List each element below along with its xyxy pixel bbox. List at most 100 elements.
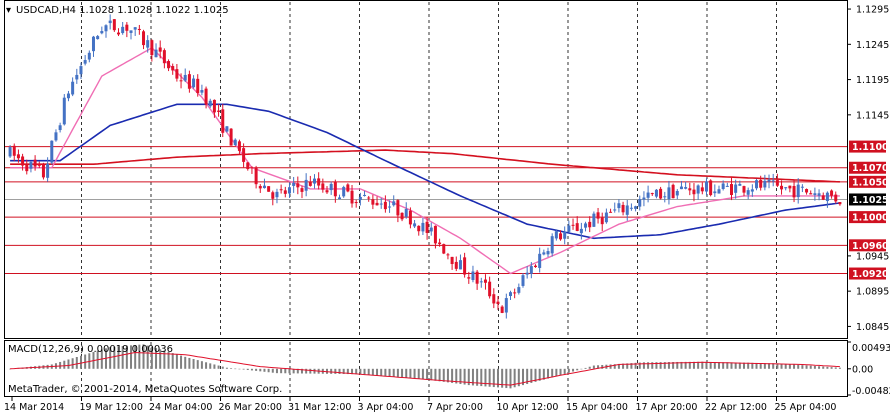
price-level-label: 1.1050 [852, 177, 889, 188]
candle [805, 188, 809, 195]
candle-body [87, 52, 91, 60]
macd-bar [84, 354, 87, 369]
macd-bar [572, 368, 575, 372]
candle-body [704, 181, 708, 192]
candle-body [446, 254, 450, 256]
candle [763, 174, 767, 191]
candle [292, 176, 296, 193]
candle-body [621, 204, 625, 213]
candle [179, 73, 183, 89]
macd-bar [263, 368, 266, 372]
candle [400, 212, 404, 222]
macd-bar [401, 368, 404, 378]
candle [112, 19, 116, 32]
macd-bar [630, 363, 633, 369]
candle [204, 86, 208, 109]
candle [275, 188, 279, 204]
candle-body [550, 236, 554, 254]
macd-bar [692, 361, 695, 369]
macd-bar [225, 367, 228, 369]
candle-body [713, 191, 717, 194]
candle [225, 126, 229, 133]
candle [550, 233, 554, 257]
macd-bar [501, 368, 504, 388]
candle [208, 98, 212, 108]
macd-bar [405, 368, 408, 378]
candle-body [821, 195, 825, 200]
candle-body [62, 97, 66, 125]
macd-bar [300, 368, 303, 374]
candle [75, 68, 79, 84]
candle-body [546, 251, 550, 255]
macd-bar [655, 362, 658, 369]
macd-bar [676, 361, 679, 369]
macd-bar [259, 368, 262, 372]
price-level-label: 1.0960 [852, 241, 889, 252]
candle [254, 165, 258, 189]
macd-bar [338, 368, 341, 374]
candle [250, 166, 254, 174]
macd-bar [622, 363, 625, 369]
candle [759, 175, 763, 191]
candle-body [763, 180, 767, 188]
chart-menu-arrow-icon[interactable]: ▾ [6, 5, 11, 16]
candle-body [200, 90, 204, 93]
candle [775, 173, 779, 188]
candle [71, 77, 75, 97]
candle [162, 48, 166, 69]
candle-body [325, 190, 329, 193]
macd-bar [588, 366, 591, 369]
moving-averages [10, 46, 840, 275]
price-level-tag [849, 193, 886, 206]
candle-body [492, 294, 496, 304]
macd-bar [834, 367, 837, 369]
candle [538, 247, 542, 273]
candle-body [796, 184, 800, 198]
candle-body [750, 189, 754, 192]
candle [659, 186, 663, 200]
candle [483, 274, 487, 290]
price-panel[interactable] [4, 0, 848, 339]
macd-tick-label: -0.00482 [852, 386, 890, 397]
candle [579, 222, 583, 240]
macd-bar [772, 363, 775, 369]
candle [329, 181, 333, 195]
candle-body [425, 221, 429, 233]
macd-bar [705, 361, 708, 369]
macd-bar [209, 363, 212, 369]
candle-body [58, 125, 62, 131]
macd-bar [163, 350, 166, 369]
macd-bar [601, 364, 604, 369]
candle [371, 194, 375, 210]
candle-body [41, 163, 45, 178]
macd-bar [200, 361, 203, 369]
candle [571, 218, 575, 230]
candle [312, 174, 316, 189]
candle-body [438, 242, 442, 245]
candlesticks[interactable] [8, 14, 842, 319]
candle-body [279, 189, 283, 191]
macd-bar [526, 368, 529, 385]
candle-body [146, 40, 150, 48]
macd-bar [788, 364, 791, 369]
candle-body [258, 186, 262, 189]
macd-bar [563, 368, 566, 374]
macd-bar [79, 355, 82, 369]
candle-body [388, 206, 392, 208]
macd-bar [801, 365, 804, 369]
candle-body [142, 31, 146, 46]
candle [700, 182, 704, 195]
candle [150, 39, 154, 62]
time-tick-label: 17 Apr 20:00 [636, 402, 698, 413]
candle-body [154, 49, 158, 58]
candle-body [746, 190, 750, 195]
candle [767, 174, 771, 189]
candle [425, 217, 429, 240]
candle-body [308, 181, 312, 186]
macd-bar [384, 368, 387, 377]
candle [358, 192, 362, 206]
macd-bar [438, 368, 441, 382]
macd-bar [184, 356, 187, 369]
macd-bar [271, 368, 274, 373]
